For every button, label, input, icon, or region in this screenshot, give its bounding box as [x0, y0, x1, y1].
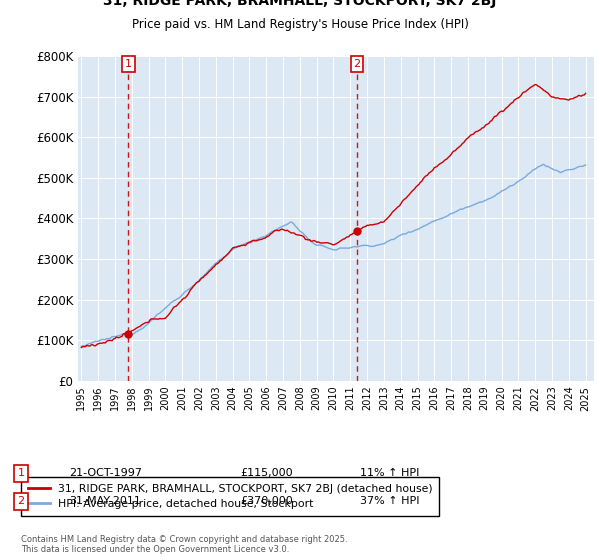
Legend: 31, RIDGE PARK, BRAMHALL, STOCKPORT, SK7 2BJ (detached house), HPI: Average pric: 31, RIDGE PARK, BRAMHALL, STOCKPORT, SK7… — [22, 477, 439, 516]
Text: 31-MAY-2011: 31-MAY-2011 — [69, 496, 141, 506]
Text: 1: 1 — [125, 59, 132, 69]
Text: 21-OCT-1997: 21-OCT-1997 — [69, 468, 142, 478]
Text: 2: 2 — [17, 496, 25, 506]
Text: Contains HM Land Registry data © Crown copyright and database right 2025.
This d: Contains HM Land Registry data © Crown c… — [21, 535, 347, 554]
Text: 1: 1 — [17, 468, 25, 478]
Text: 31, RIDGE PARK, BRAMHALL, STOCKPORT, SK7 2BJ: 31, RIDGE PARK, BRAMHALL, STOCKPORT, SK7… — [103, 0, 497, 8]
Text: Price paid vs. HM Land Registry's House Price Index (HPI): Price paid vs. HM Land Registry's House … — [131, 18, 469, 31]
Text: £115,000: £115,000 — [240, 468, 293, 478]
Text: 2: 2 — [353, 59, 361, 69]
Text: £370,000: £370,000 — [240, 496, 293, 506]
Text: 11% ↑ HPI: 11% ↑ HPI — [360, 468, 419, 478]
Text: 37% ↑ HPI: 37% ↑ HPI — [360, 496, 419, 506]
